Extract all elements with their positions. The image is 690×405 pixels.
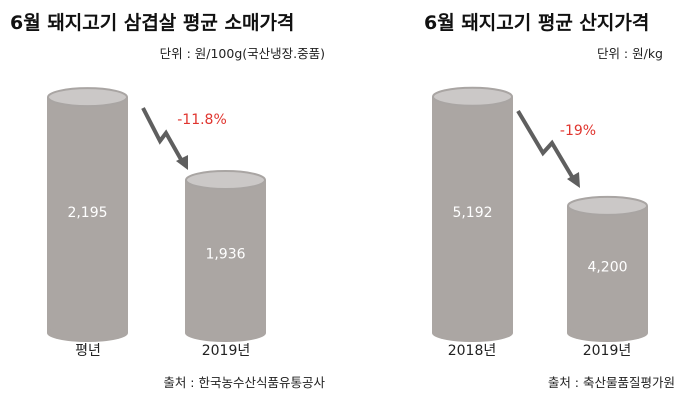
farm-price-chart: 6월 돼지고기 평균 산지가격 단위 : 원/kg 5,192 4,200 -19…: [424, 12, 675, 390]
cylinder-bar: 2,195: [47, 87, 128, 342]
category-label: 평년: [75, 343, 101, 359]
category-label: 2019년: [583, 343, 632, 359]
source-label: 출처 : 한국농수산식품유통공사: [163, 375, 325, 390]
cylinder-bottom: [47, 324, 128, 342]
retail-price-chart: 6월 돼지고기 삼겹살 평균 소매가격 단위 : 원/100g(국산냉장.중품)…: [10, 12, 325, 390]
cylinder-body: [567, 205, 648, 333]
decrease-arrow-icon: [516, 109, 576, 182]
category-label: 2019년: [202, 343, 251, 359]
cylinder-top: [47, 87, 128, 108]
value-label: 2,195: [67, 205, 107, 221]
cylinder-top: [185, 170, 266, 191]
change-label: -11.8%: [177, 112, 227, 128]
cylinder-bottom: [185, 324, 266, 342]
chart-title: 6월 돼지고기 삼겹살 평균 소매가격: [10, 12, 294, 34]
value-label: 1,936: [205, 247, 245, 263]
cylinder-body: [432, 96, 513, 333]
cylinder-bottom: [432, 324, 513, 342]
unit-label: 단위 : 원/kg: [597, 46, 663, 61]
cylinder-bar: 1,936: [185, 170, 266, 342]
value-label: 5,192: [452, 205, 492, 221]
category-label: 2018년: [448, 343, 497, 359]
cylinder-top: [432, 86, 513, 107]
cylinder-bottom: [567, 324, 648, 342]
chart-title: 6월 돼지고기 평균 산지가격: [424, 12, 649, 34]
decrease-arrow-icon: [141, 107, 185, 164]
cylinder-bar: 4,200: [567, 195, 648, 342]
cylinder-body: [185, 180, 266, 333]
source-label: 출처 : 축산물품질평가원: [548, 375, 675, 390]
arrow-head-icon: [567, 172, 580, 188]
unit-label: 단위 : 원/100g(국산냉장.중품): [160, 46, 325, 61]
cylinder-body: [47, 97, 128, 333]
cylinder-top: [567, 195, 648, 216]
cylinder-bar: 5,192: [432, 86, 513, 342]
change-label: -19%: [560, 123, 596, 139]
arrow-head-icon: [176, 155, 188, 170]
value-label: 4,200: [587, 259, 627, 275]
